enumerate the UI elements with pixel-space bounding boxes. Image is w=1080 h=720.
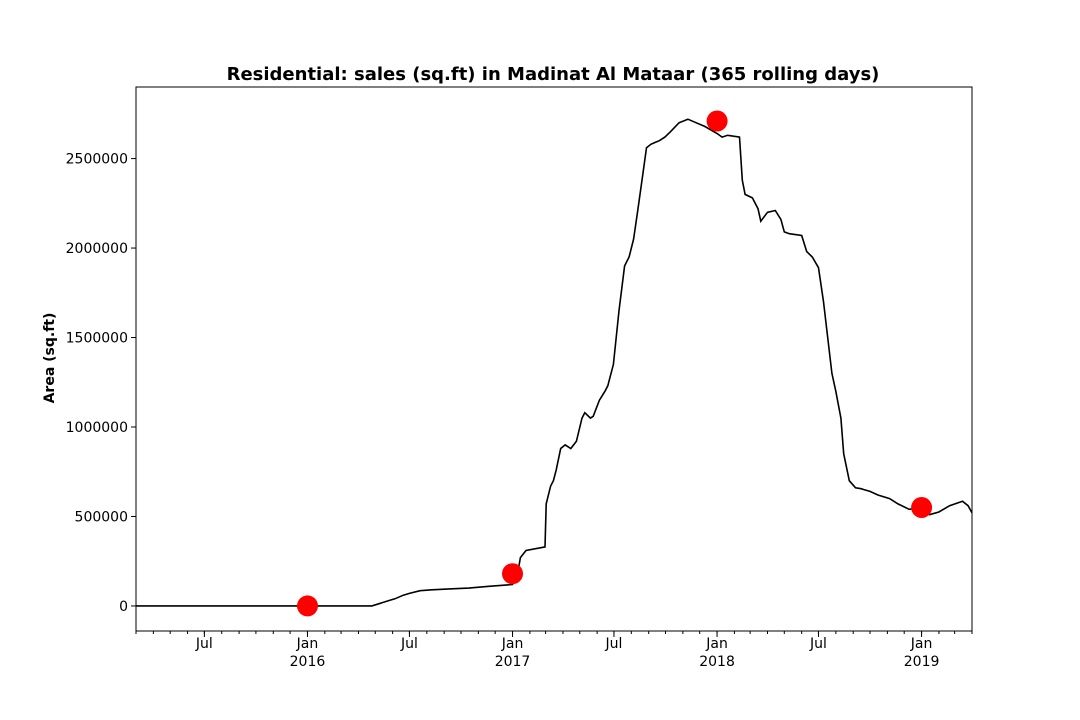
x-tick-label-7: Jan [910,636,933,652]
x-tick-label-1: Jan [296,636,319,652]
marker-point-3 [911,497,933,518]
y-tick-label-4: 2000000 [66,241,128,257]
marker-point-0 [297,595,318,617]
x-tick-label-6: Jul [809,636,827,652]
y-tick-label-0: 0 [119,599,128,615]
marker-point-1 [502,563,523,585]
axes-layer: 0 500000 1000000 1500000 2000000 2500000 Jul Ja… [66,152,973,670]
marker-point-2 [706,110,728,132]
x-tick-year-label-1: 2016 [290,654,326,670]
y-tick-label-5: 2500000 [66,152,128,168]
x-tick-label-0: Jul [195,636,213,652]
plot-frame [135,86,973,632]
y-tick-label-3: 1500000 [66,331,128,347]
x-tick-label-4: Jul [605,636,623,652]
chart-title: Residential: sales (sq.ft) in Madinat Al… [227,64,880,85]
x-tick-label-2: Jul [400,636,418,652]
x-tick-year-label-7: 2019 [904,654,940,670]
x-tick-year-label-5: 2018 [699,654,735,670]
y-tick-label-2: 1000000 [66,420,128,436]
y-axis-label: Area (sq.ft) [42,313,58,404]
y-tick-label-1: 500000 [75,509,128,525]
x-tick-label-5: Jan [705,636,728,652]
x-tick-label-3: Jan [501,636,524,652]
x-tick-year-label-3: 2017 [495,654,531,670]
series-line-0 [136,118,973,607]
plot-content [136,110,973,617]
